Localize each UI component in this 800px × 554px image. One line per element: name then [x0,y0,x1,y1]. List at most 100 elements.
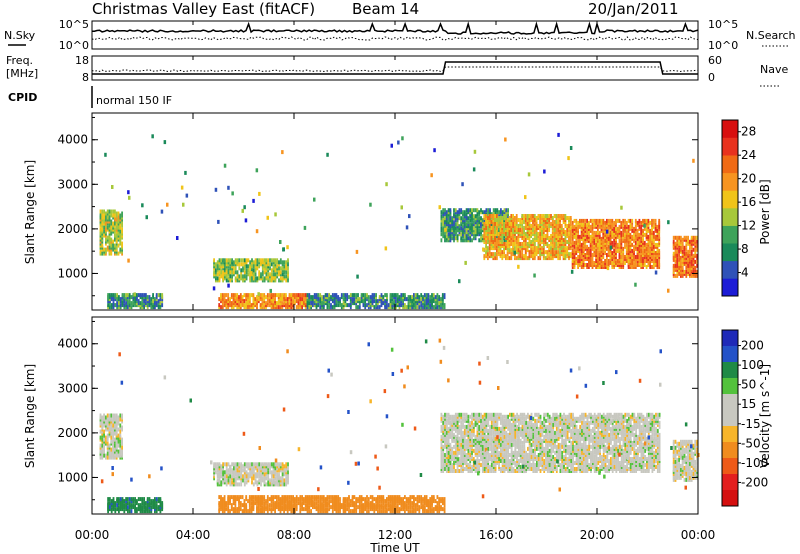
data-cell [282,247,285,252]
data-cell [487,252,489,257]
data-cell [265,295,267,300]
data-cell [674,263,677,268]
data-cell [615,249,617,253]
data-cell [423,303,426,308]
data-cell [258,462,261,467]
data-cell [103,209,105,214]
data-cell [285,270,288,275]
data-cell [119,247,122,252]
data-cell [654,251,657,255]
data-cell [255,168,259,173]
data-cell [591,244,594,249]
data-cell [400,303,403,308]
data-cell [564,230,567,234]
data-cell [272,258,275,263]
data-cell [234,503,237,508]
data-cell [319,495,322,500]
data-cell [269,262,271,267]
data-cell [573,249,576,253]
data-cell [362,503,365,508]
data-cell [242,468,244,473]
data-cell [234,478,237,483]
data-cell [229,266,232,271]
data-cell [544,238,547,242]
data-cell [472,226,475,231]
data-cell [490,252,493,257]
data-cell [575,232,578,237]
data-cell [579,255,581,259]
data-cell [270,462,273,467]
data-cell [551,216,554,220]
data-cell [462,238,464,243]
data-cell [487,222,489,226]
data-cell [548,224,551,228]
data-cell [137,497,140,502]
data-cell [642,236,644,241]
data-cell [257,495,260,500]
data-cell [258,264,261,269]
data-cell [557,214,560,218]
data-cell [236,482,239,487]
data-cell [681,241,684,246]
data-cell [268,293,271,298]
data-cell [537,214,540,218]
data-cell [523,254,525,259]
data-cell [625,242,628,247]
data-cell [618,253,621,257]
data-cell [139,293,142,298]
data-cell [141,293,144,298]
data-cell [636,232,639,237]
data-cell [579,234,581,239]
data-cell [539,228,542,232]
data-cell [515,236,518,240]
data-cell [148,299,151,304]
data-cell [357,293,359,298]
data-cell [580,218,583,223]
data-cell [643,259,646,263]
data-cell [274,495,276,500]
data-cell [261,478,264,483]
data-cell [222,470,224,475]
data-cell [227,283,230,288]
data-cell [532,238,534,242]
data-cell [176,236,179,240]
data-cell [123,509,126,514]
data-cell [301,501,303,506]
data-cell [339,297,341,302]
data-cell [112,209,114,214]
data-cell [597,230,599,235]
data-cell [266,215,269,220]
data-cell [247,264,250,269]
data-cell [285,495,287,500]
data-cell [108,443,111,448]
colorbar-swatch [722,208,738,226]
data-cell [451,216,454,221]
data-cell [625,249,628,253]
data-cell [624,224,626,229]
data-cell [337,295,340,300]
data-cell [494,222,496,226]
data-cell [108,225,111,230]
data-cell [530,254,533,259]
data-cell [254,301,257,306]
data-cell [270,274,273,279]
data-cell [460,232,463,237]
data-cell [180,185,184,190]
colorbar-tick-label: 24 [741,148,756,162]
data-cell [447,238,450,243]
data-cell [279,305,282,310]
data-cell [683,253,686,258]
data-cell [134,503,136,508]
data-cell [115,225,118,230]
data-cell [254,501,257,506]
data-cell [485,250,487,255]
data-cell [606,259,608,263]
data-cell [367,295,370,300]
data-cell [330,303,332,308]
data-cell [357,505,359,510]
data-cell [112,213,114,218]
data-cell [127,505,129,510]
data-cell [107,293,109,298]
data-cell [220,474,223,479]
data-cell [391,301,394,306]
